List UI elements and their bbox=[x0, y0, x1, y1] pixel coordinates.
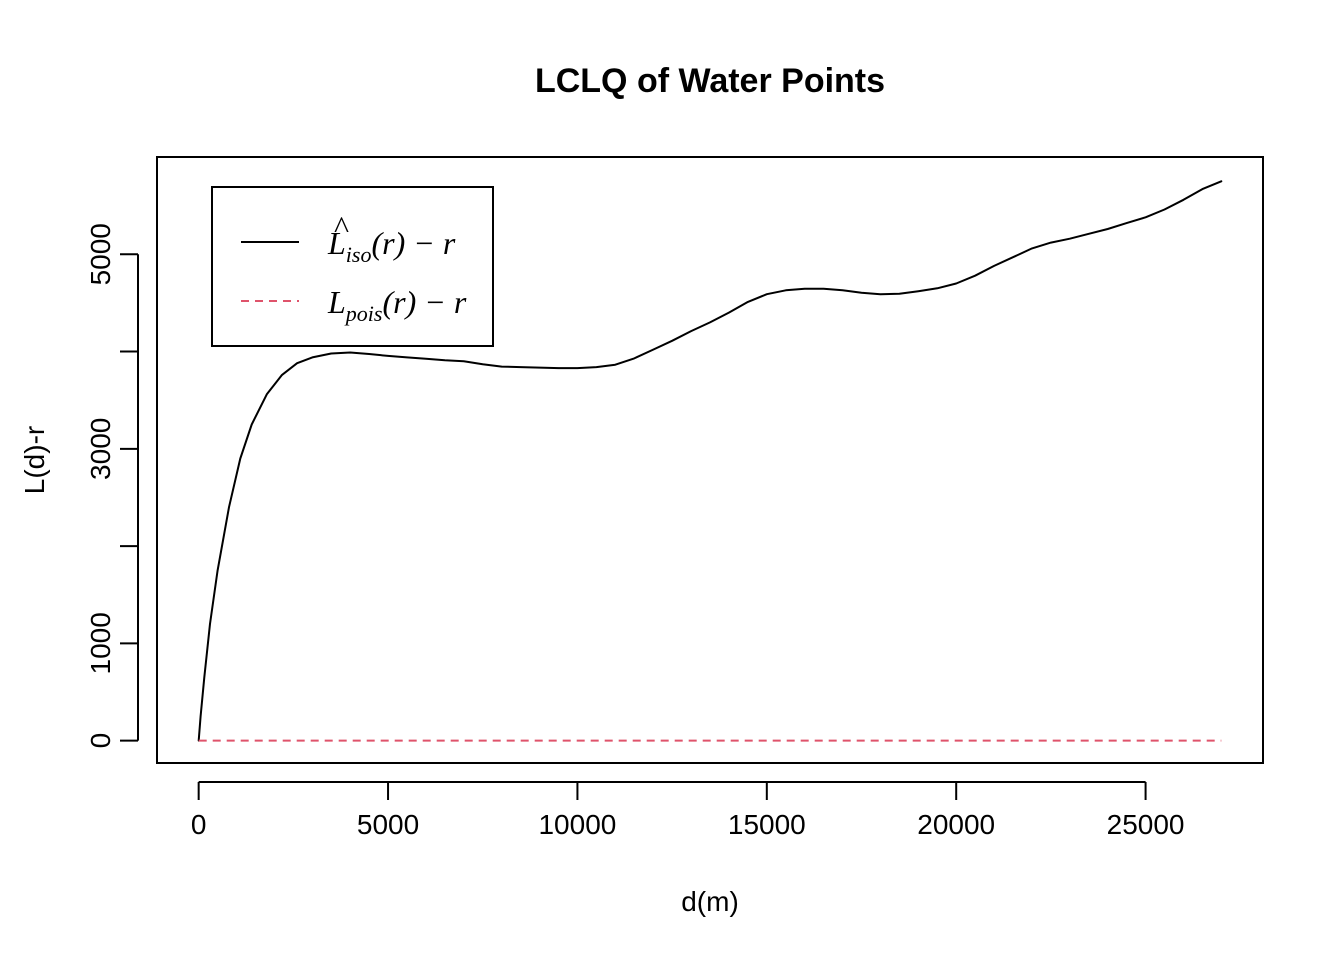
y-tick-label: 1000 bbox=[85, 612, 116, 674]
legend-hat: ^ bbox=[334, 209, 349, 245]
y-tick-label: 0 bbox=[85, 733, 116, 749]
x-axis: 0 5000 10000 15000 20000 25000 bbox=[191, 781, 1185, 840]
y-axis: 0 1000 3000 5000 bbox=[85, 223, 139, 749]
y-tick-label: 3000 bbox=[85, 418, 116, 480]
legend-label: Lpois(r) − r bbox=[327, 284, 467, 326]
chart-title: LCLQ of Water Points bbox=[535, 62, 885, 100]
plot-frame bbox=[156, 156, 1264, 764]
x-tick-label: 5000 bbox=[357, 809, 419, 840]
series-line-iso bbox=[197, 180, 1223, 742]
legend: Liso(r) − r^ Lpois(r) − r bbox=[211, 186, 494, 347]
y-axis-label: L(d)-r bbox=[19, 426, 50, 494]
x-tick-label: 15000 bbox=[728, 809, 806, 840]
series-layer bbox=[197, 180, 1223, 742]
legend-box bbox=[211, 186, 494, 347]
x-tick-label: 0 bbox=[191, 809, 207, 840]
x-axis-label: d(m) bbox=[681, 886, 739, 917]
y-tick-label: 5000 bbox=[85, 223, 116, 285]
x-tick-label: 10000 bbox=[538, 809, 616, 840]
x-tick-label: 25000 bbox=[1107, 809, 1185, 840]
x-tick-label: 20000 bbox=[917, 809, 995, 840]
legend-label: Liso(r) − r bbox=[327, 225, 456, 267]
